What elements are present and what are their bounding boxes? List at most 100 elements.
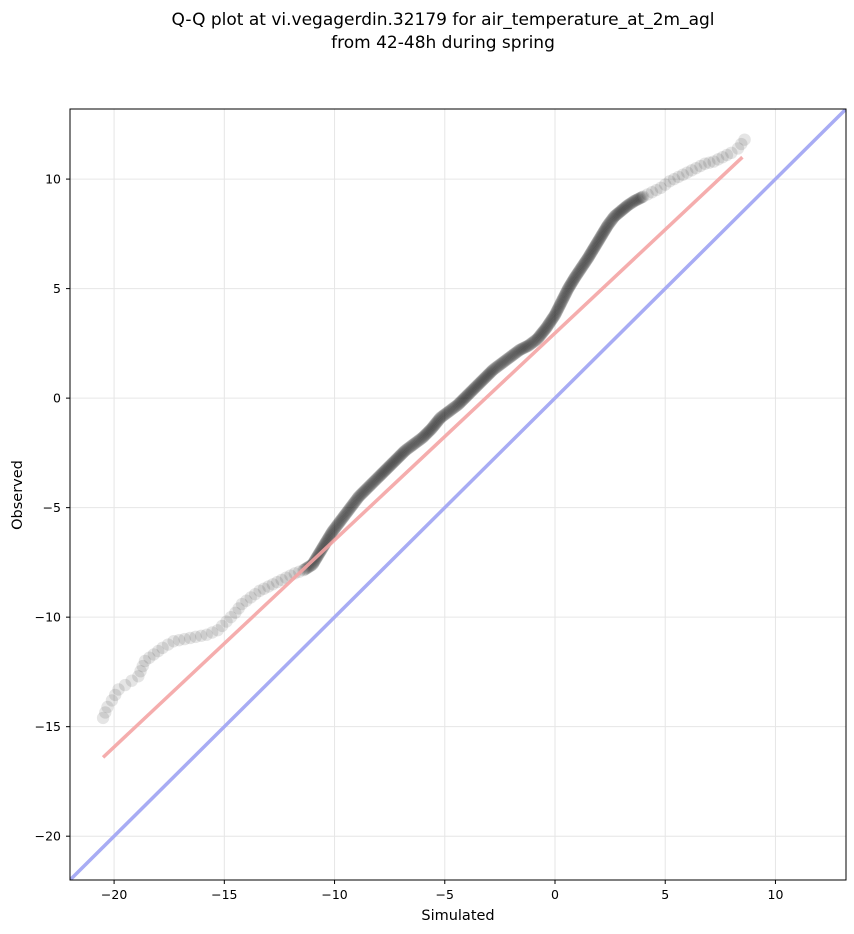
data-point-294 [525,336,539,350]
data-point-307 [537,324,550,338]
data-point-400 [600,221,613,234]
data-point-119 [356,486,369,500]
data-point-287 [517,341,531,354]
data-point-50 [302,560,316,573]
data-point-90 [331,517,345,531]
data-point-195 [427,419,441,432]
data-point-218 [450,399,464,412]
data-point-92 [333,515,346,529]
data-point-368 [578,256,592,269]
y-tick-label-0: −20 [35,829,61,844]
data-point-34 [248,587,262,601]
data-point-236 [466,383,480,396]
data-point-292 [523,338,536,351]
data-point-215 [447,401,460,415]
data-point-263 [491,360,504,373]
data-point-152 [386,456,399,470]
data-point-374 [583,249,596,262]
data-point-350 [566,275,579,289]
data-point-326 [551,303,564,317]
data-point-387 [591,235,605,248]
data-point-221 [453,396,466,410]
data-point-193 [426,421,439,434]
data-point-461 [738,133,751,146]
data-point-5 [112,683,125,696]
data-point-279 [509,347,522,360]
data-point-17 [167,635,180,648]
data-point-122 [359,483,372,497]
data-point-303 [534,328,547,342]
data-point-447 [676,168,690,181]
data-point-334 [556,294,569,307]
data-point-211 [442,405,456,418]
data-point-392 [595,229,608,243]
data-point-419 [616,203,630,216]
data-point-401 [601,219,614,233]
data-point-366 [577,258,590,271]
data-point-129 [365,477,379,490]
data-point-367 [578,257,591,270]
data-point-0 [96,711,110,725]
data-point-317 [545,314,558,327]
data-point-393 [595,228,609,242]
data-point-435 [633,192,647,205]
data-point-91 [332,516,346,530]
data-point-361 [573,263,587,277]
data-point-131 [367,475,381,488]
data-point-126 [362,480,376,493]
data-point-416 [613,205,627,218]
data-point-246 [475,374,489,388]
data-point-160 [393,449,406,463]
data-point-314 [542,317,556,330]
data-point-331 [554,297,567,311]
data-point-174 [407,437,421,451]
data-point-313 [542,318,555,331]
data-point-67 [315,543,328,556]
y-tick-label-5: 5 [53,281,61,296]
data-point-256 [484,366,497,379]
data-point-99 [339,508,352,521]
data-point-434 [632,192,645,205]
data-point-353 [567,272,581,285]
data-point-409 [607,211,620,224]
data-point-259 [487,363,500,376]
x-axis-label: Simulated [421,908,494,924]
data-point-134 [370,472,383,486]
data-point-205 [436,410,449,423]
data-point-378 [585,245,599,258]
data-point-278 [508,347,521,361]
data-point-264 [492,359,505,372]
data-point-322 [548,308,562,322]
data-point-16 [161,638,175,651]
data-point-25 [211,624,224,637]
data-point-89 [331,518,344,532]
data-point-291 [522,339,535,352]
data-point-320 [547,310,560,324]
data-point-245 [474,375,488,389]
data-point-243 [472,377,486,390]
data-point-460 [735,137,748,151]
data-point-233 [464,386,477,399]
data-point-385 [590,237,603,250]
data-point-169 [402,442,415,455]
data-point-81 [324,527,338,541]
data-point-275 [504,350,518,363]
data-point-98 [338,509,351,522]
data-point-19 [178,632,191,646]
data-point-288 [519,341,532,354]
data-point-146 [381,462,394,475]
data-point-15 [156,641,169,655]
data-point-107 [345,499,359,512]
data-point-88 [330,520,343,533]
data-point-36 [257,582,271,595]
data-point-371 [581,252,594,266]
data-point-262 [490,360,503,374]
data-point-254 [482,367,496,381]
data-point-336 [557,291,570,305]
data-point-342 [560,284,574,298]
data-point-109 [347,497,361,510]
data-point-458 [725,146,738,160]
data-point-201 [432,413,445,427]
data-point-198 [430,416,443,430]
